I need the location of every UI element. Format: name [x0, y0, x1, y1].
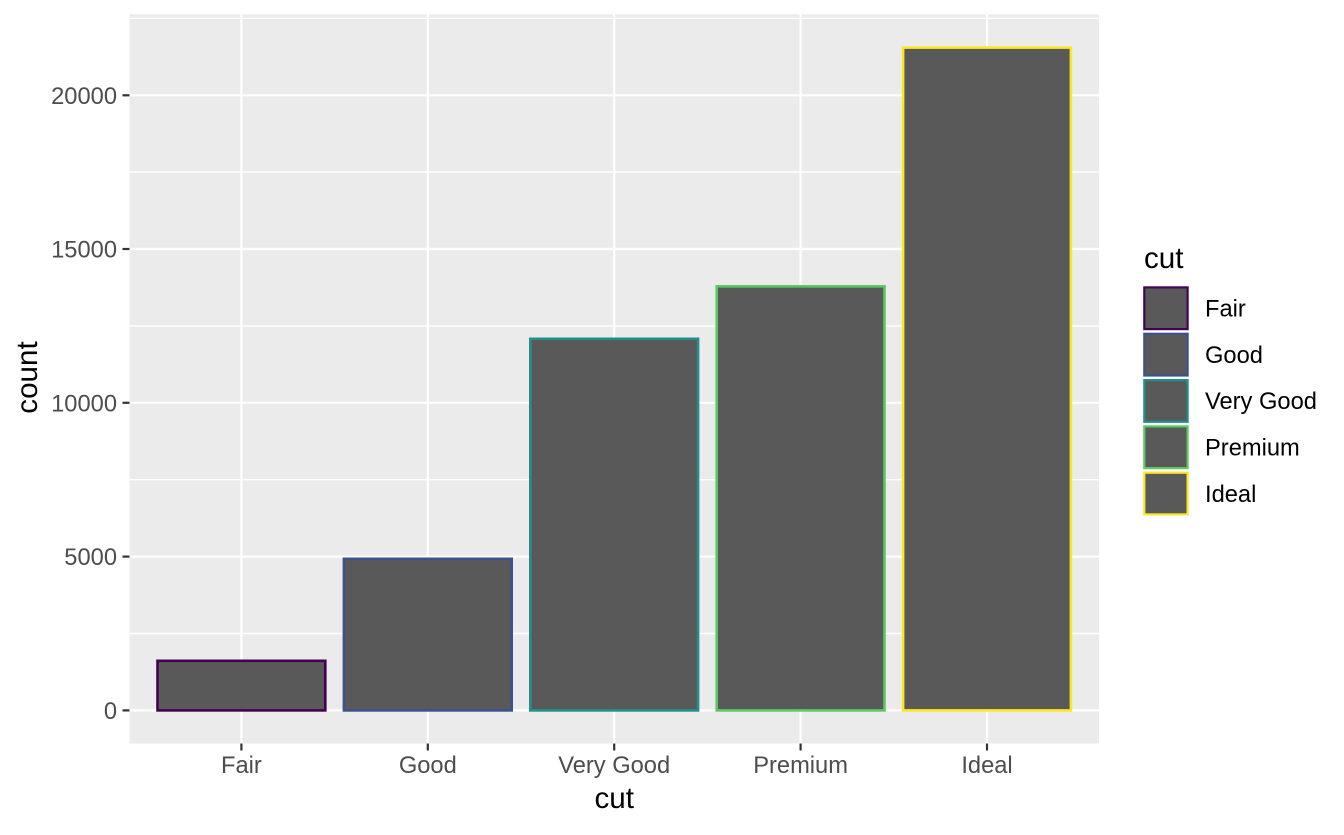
svg-text:Premium: Premium [1205, 436, 1300, 462]
svg-text:20000: 20000 [51, 84, 117, 110]
svg-text:Good: Good [1205, 343, 1263, 369]
svg-text:Premium: Premium [753, 753, 848, 779]
svg-text:Fair: Fair [1205, 297, 1246, 323]
svg-text:10000: 10000 [51, 391, 117, 417]
svg-text:15000: 15000 [51, 238, 117, 264]
svg-text:count: count [11, 341, 44, 413]
svg-text:cut: cut [594, 782, 633, 815]
svg-text:0: 0 [104, 699, 117, 725]
svg-text:Ideal: Ideal [961, 753, 1012, 779]
svg-text:Very Good: Very Good [1205, 389, 1317, 415]
svg-text:Very Good: Very Good [558, 753, 670, 779]
svg-text:5000: 5000 [64, 545, 117, 571]
svg-text:Fair: Fair [221, 753, 262, 779]
svg-text:Good: Good [399, 753, 457, 779]
svg-text:cut: cut [1144, 242, 1183, 275]
svg-text:Ideal: Ideal [1205, 482, 1256, 508]
